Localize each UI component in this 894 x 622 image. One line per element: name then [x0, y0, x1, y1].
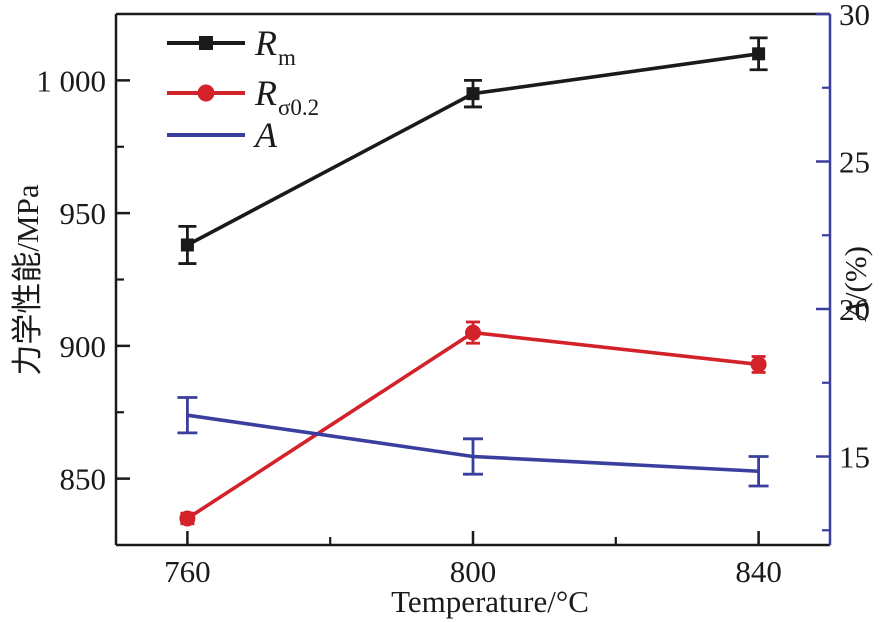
x-tick-label: 760: [164, 554, 211, 589]
left-tick-label: 1 000: [36, 63, 106, 98]
marker-circle-Rsigma02: [750, 356, 767, 373]
legend-marker-Rm: [199, 36, 213, 50]
series-line-Rsigma02: [186, 330, 759, 520]
series-line-A: [187, 413, 759, 474]
legend-label-Rsigma02: Rσ0.2: [254, 73, 319, 120]
left-axis-title: 力学性能/MPa: [10, 184, 45, 375]
marker-circle-Rsigma02: [179, 510, 196, 527]
right-tick-label: 30: [839, 0, 870, 32]
legend-marker-Rsigma02: [197, 84, 215, 102]
left-tick-label: 900: [60, 329, 107, 364]
marker-square-Rm: [466, 87, 480, 101]
marker-square-Rm: [752, 47, 766, 61]
right-tick-label: 15: [839, 440, 870, 475]
x-tick-label: 840: [735, 554, 782, 589]
left-tick-label: 950: [60, 196, 107, 231]
marker-square-Rm: [180, 238, 194, 252]
right-tick-label: 20: [839, 292, 870, 327]
marker-circle-Rsigma02: [465, 324, 481, 341]
legend-label-Rm: Rm: [254, 23, 296, 70]
right-axis-title: A/(%): [838, 246, 873, 322]
x-tick-label: 800: [450, 554, 497, 589]
legend-label-A: A: [253, 115, 278, 155]
left-tick-label: 850: [60, 462, 107, 497]
x-axis-title: Temperature/°C: [391, 584, 589, 619]
right-tick-label: 25: [839, 145, 870, 180]
